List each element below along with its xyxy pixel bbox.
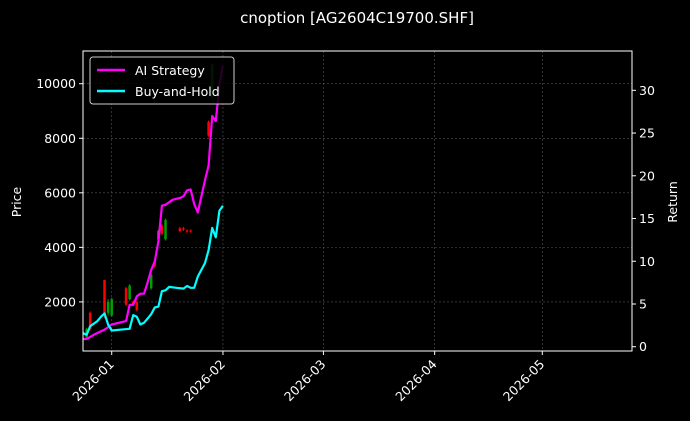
series-line-buy-and-hold — [82, 205, 224, 336]
legend-box — [89, 56, 235, 105]
candle-body-1 — [88, 312, 92, 330]
y2-tick-label-3: 15 — [639, 211, 655, 226]
y-tick-label-3: 8000 — [44, 131, 76, 146]
legend-label-ai-strategy: AI Strategy — [135, 63, 205, 78]
candle-body-6 — [128, 285, 131, 300]
candle-body-5 — [124, 288, 128, 305]
legend: AI Strategy Buy-and-Hold — [89, 56, 235, 105]
plot-frame — [82, 50, 633, 352]
y-tick-label-1: 4000 — [44, 240, 76, 255]
y-tick-label-2: 6000 — [44, 185, 76, 200]
y-tick-label-0: 2000 — [44, 294, 76, 309]
y2-tick-label-1: 5 — [639, 296, 647, 311]
candle-body-9 — [149, 274, 153, 289]
candle-body-4 — [110, 299, 113, 316]
candle-body-8 — [135, 301, 139, 311]
y-axis-right: 0 5 10 15 20 25 30 — [632, 83, 655, 354]
candle-body-18 — [207, 121, 210, 136]
candle-body-14 — [178, 228, 182, 231]
y-axis-left: 2000 4000 6000 8000 10000 — [36, 76, 83, 309]
y2-tick-label-4: 20 — [639, 168, 655, 183]
candle-body-15 — [182, 228, 185, 230]
y-axis-title: Price — [9, 186, 24, 217]
candle-body-17 — [189, 230, 192, 232]
candle-body-3 — [106, 301, 110, 313]
y2-tick-label-5: 25 — [639, 126, 655, 141]
candle-body-12 — [160, 225, 164, 234]
chart-title: cnoption [AG2604C19700.SHF] — [240, 9, 474, 27]
series-line-ai-strategy — [83, 65, 224, 341]
grid-lines — [83, 51, 632, 351]
y2-axis-title: Return — [665, 181, 680, 222]
y2-tick-label-6: 30 — [639, 83, 655, 98]
y2-tick-label-0: 0 — [639, 339, 647, 354]
candle-body-2 — [103, 280, 106, 316]
y2-tick-label-2: 10 — [639, 254, 655, 269]
series-lines — [82, 65, 224, 341]
legend-label-buy-and-hold: Buy-and-Hold — [135, 84, 220, 99]
y-tick-label-4: 10000 — [36, 76, 76, 91]
candle-body-13 — [164, 220, 167, 240]
candle-body-16 — [185, 230, 189, 232]
